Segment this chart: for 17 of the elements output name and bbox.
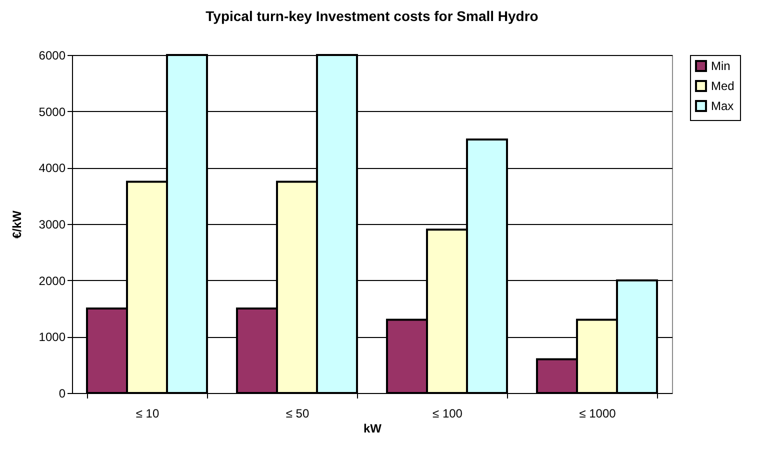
y-tick-label: 4000: [38, 161, 66, 176]
x-tick-label: ≤ 1000: [579, 406, 616, 420]
y-tick-label: 5000: [38, 104, 66, 119]
x-tick-label: ≤ 50: [286, 406, 310, 420]
legend-label: Max: [711, 99, 734, 113]
legend-label: Med: [711, 79, 734, 93]
y-tick-label: 0: [58, 386, 66, 400]
x-tick-label: ≤ 10: [136, 406, 160, 420]
y-tick-label: 3000: [38, 218, 66, 232]
x-axis-title: kW: [364, 422, 382, 436]
x-tick-label: ≤ 100: [432, 406, 463, 420]
y-tick-label: 1000: [38, 330, 66, 344]
legend-label: Min: [711, 59, 730, 73]
y-tick-label: 6000: [38, 48, 66, 62]
chart-title: Typical turn-key Investment costs for Small Hydro: [206, 8, 538, 24]
y-axis-title: €/kW: [10, 210, 24, 239]
y-tick-label: 2000: [38, 274, 66, 288]
